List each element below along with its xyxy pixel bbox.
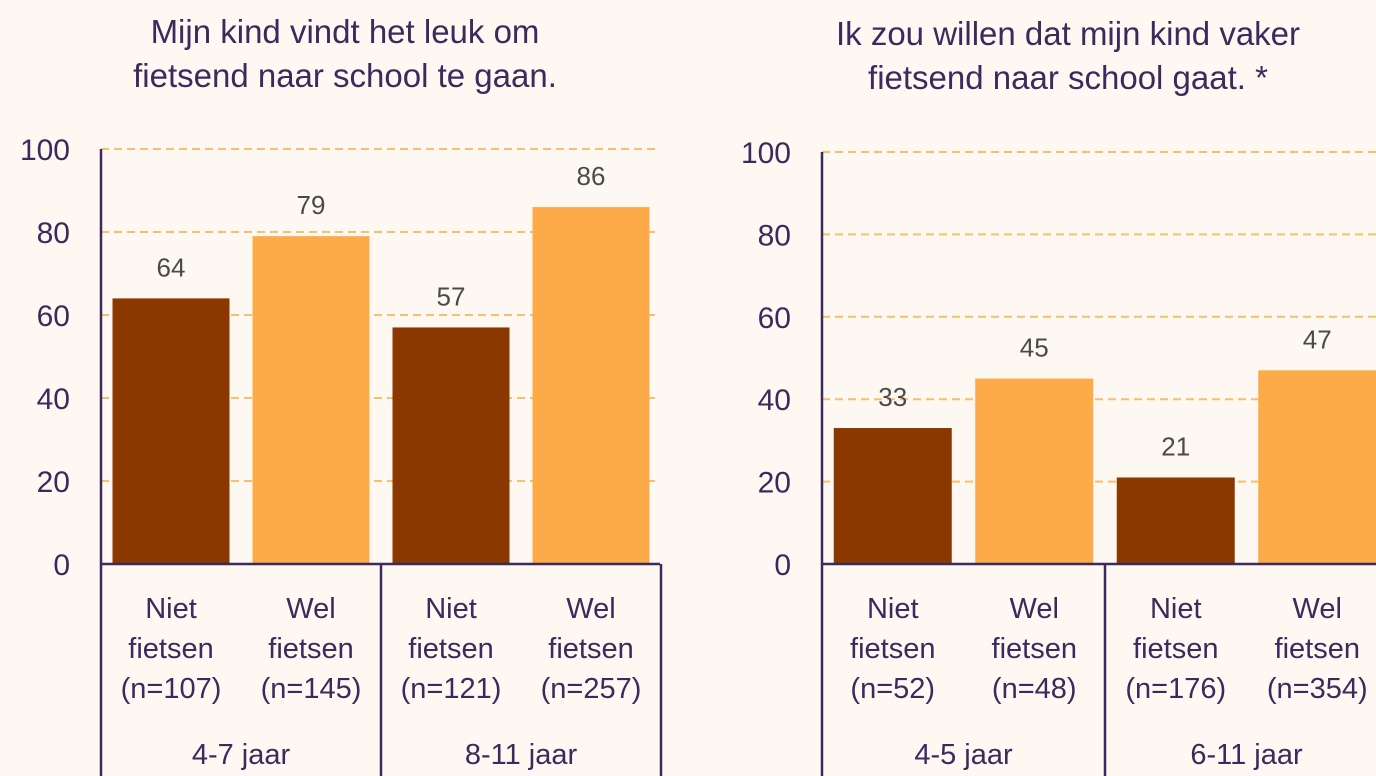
chart-title-line: fietsend naar school te gaan. xyxy=(133,57,557,94)
y-tick-label: 40 xyxy=(758,384,791,417)
group-label: 8-11 jaar xyxy=(465,739,578,771)
bar-niet xyxy=(392,327,510,564)
bar-wel xyxy=(252,236,370,564)
category-label-line: fietsen xyxy=(850,633,935,665)
category-label-line: Wel xyxy=(1010,593,1059,625)
data-label: 33 xyxy=(878,382,907,412)
data-label: 57 xyxy=(437,281,466,311)
y-tick-label: 40 xyxy=(37,383,70,416)
data-label: 45 xyxy=(1020,333,1049,363)
y-tick-label: 80 xyxy=(758,219,791,252)
category-label-line: (n=107) xyxy=(121,673,222,705)
y-tick-label: 0 xyxy=(53,549,70,582)
bar-niet xyxy=(112,298,230,564)
bar-niet xyxy=(1116,477,1235,564)
category-label-line: (n=145) xyxy=(261,673,362,705)
category-label-line: fietsen xyxy=(268,633,353,665)
data-label: 79 xyxy=(297,190,326,220)
chart-1: Mijn kind vindt het leuk om fietsend naar… xyxy=(20,13,663,776)
category-label-line: fietsen xyxy=(992,633,1077,665)
category-label-line: Niet xyxy=(145,593,197,625)
bar-niet xyxy=(833,428,952,564)
y-tick-label: 20 xyxy=(758,467,791,500)
data-label: 21 xyxy=(1161,431,1190,461)
category-label-line: Wel xyxy=(566,593,615,625)
y-tick-label: 100 xyxy=(20,134,70,167)
y-tick-label: 100 xyxy=(741,137,791,170)
category-label-line: (n=48) xyxy=(992,673,1077,705)
y-tick-label: 0 xyxy=(774,549,791,582)
category-label-line: Wel xyxy=(1293,593,1342,625)
chart-title-line: Ik zou willen dat mijn kind vaker xyxy=(836,15,1300,52)
category-label-line: (n=354) xyxy=(1267,673,1368,705)
chart-2: Ik zou willen dat mijn kind vaker fietsen… xyxy=(741,15,1376,776)
data-label: 64 xyxy=(157,252,186,282)
category-label-line: fietsen xyxy=(128,633,213,665)
y-tick-label: 60 xyxy=(37,300,70,333)
group-label: 6-11 jaar xyxy=(1190,739,1303,771)
data-label: 86 xyxy=(577,161,606,191)
group-label: 4-7 jaar xyxy=(192,739,291,771)
group-label: 4-5 jaar xyxy=(914,739,1013,771)
y-tick-label: 80 xyxy=(37,217,70,250)
bar-wel xyxy=(975,378,1094,564)
category-label-line: fietsen xyxy=(1133,633,1218,665)
category-label-line: Niet xyxy=(867,593,919,625)
y-tick-label: 60 xyxy=(758,302,791,335)
category-label-line: Niet xyxy=(1150,593,1202,625)
category-label-line: (n=52) xyxy=(850,673,935,705)
category-label-line: fietsen xyxy=(408,633,493,665)
category-label-line: fietsen xyxy=(548,633,633,665)
category-label-line: Wel xyxy=(286,593,335,625)
chart-title-line: fietsend naar school gaat. * xyxy=(868,59,1268,96)
bar-wel xyxy=(532,207,650,564)
bar-wel xyxy=(1258,370,1376,564)
category-label-line: (n=257) xyxy=(541,673,642,705)
data-label: 47 xyxy=(1303,324,1332,354)
chart-title-line: Mijn kind vindt het leuk om xyxy=(151,13,540,50)
category-label-line: fietsen xyxy=(1275,633,1360,665)
y-tick-label: 20 xyxy=(37,466,70,499)
category-label-line: (n=176) xyxy=(1125,673,1226,705)
category-label-line: (n=121) xyxy=(401,673,502,705)
category-label-line: Niet xyxy=(425,593,477,625)
